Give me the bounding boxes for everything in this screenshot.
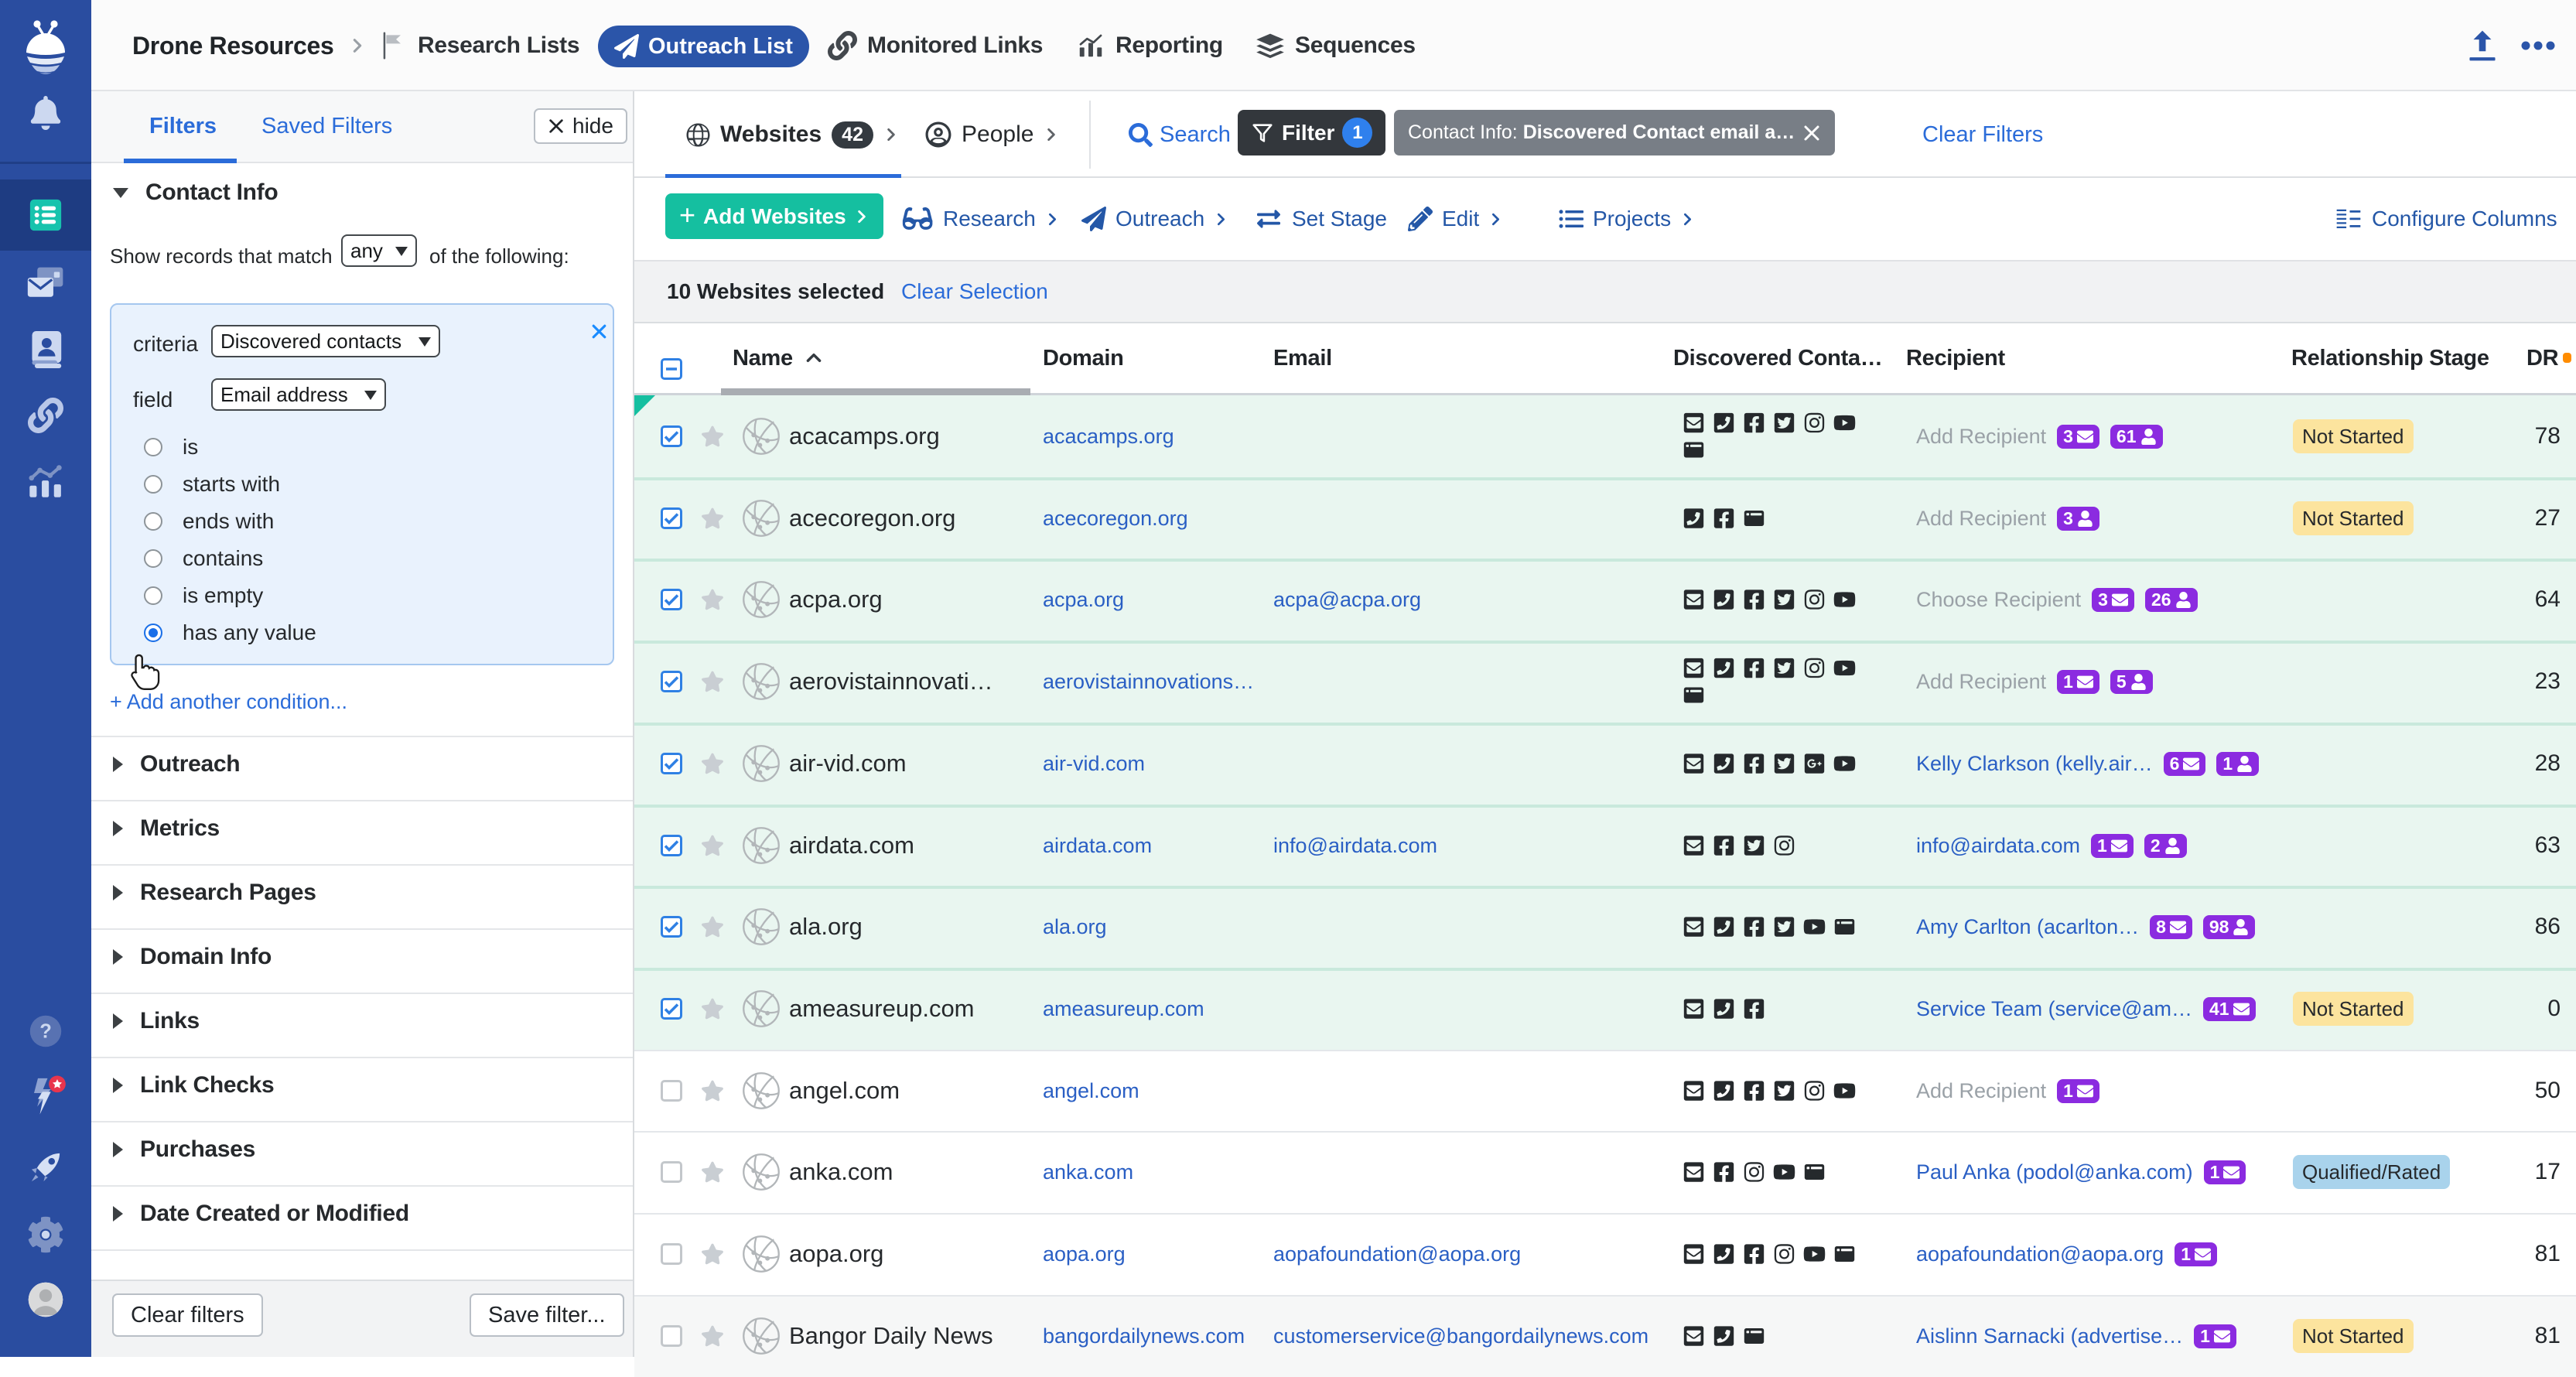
svg-text:?: ? — [39, 1020, 52, 1042]
